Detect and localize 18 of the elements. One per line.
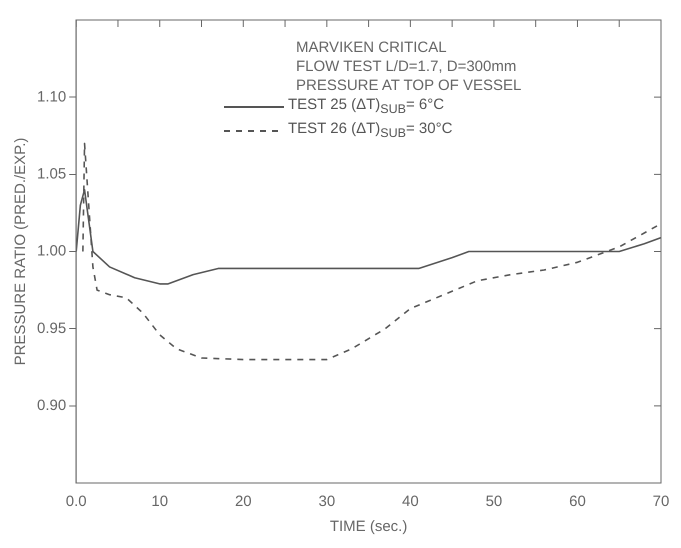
- legend-label: TEST 25 (ΔT)$_{SUB}$= 6°C: [288, 95, 444, 118]
- y-tick-label: 0.95: [36, 320, 66, 337]
- x-tick-label: 40: [402, 493, 419, 510]
- x-tick-label: 0.0: [66, 493, 87, 510]
- y-tick-label: 1.00: [36, 242, 66, 260]
- legend-title: MARVIKEN CRITICAL FLOW TEST L/D=1.7, D=300mm PRESSURE AT TOP OF VESSEL: [296, 38, 522, 95]
- y-axis-title: PRESSURE RATIO (PRED./EXP.): [12, 138, 30, 366]
- x-tick-label: 10: [151, 493, 168, 510]
- y-tick-label: 0.90: [36, 396, 66, 414]
- x-tick-label: 20: [234, 493, 252, 510]
- x-tick-label: 60: [569, 493, 586, 510]
- y-tick-label: 1.10: [36, 88, 66, 106]
- x-tick-label: 70: [652, 493, 670, 510]
- x-tick-label: 50: [486, 493, 502, 510]
- x-axis-title: TIME (sec.): [330, 518, 408, 536]
- x-tick-label: 30: [318, 493, 336, 510]
- legend-label: TEST 26 (ΔT)$_{SUB}$= 30°C: [288, 119, 452, 142]
- y-tick-label: 1.05: [36, 165, 66, 182]
